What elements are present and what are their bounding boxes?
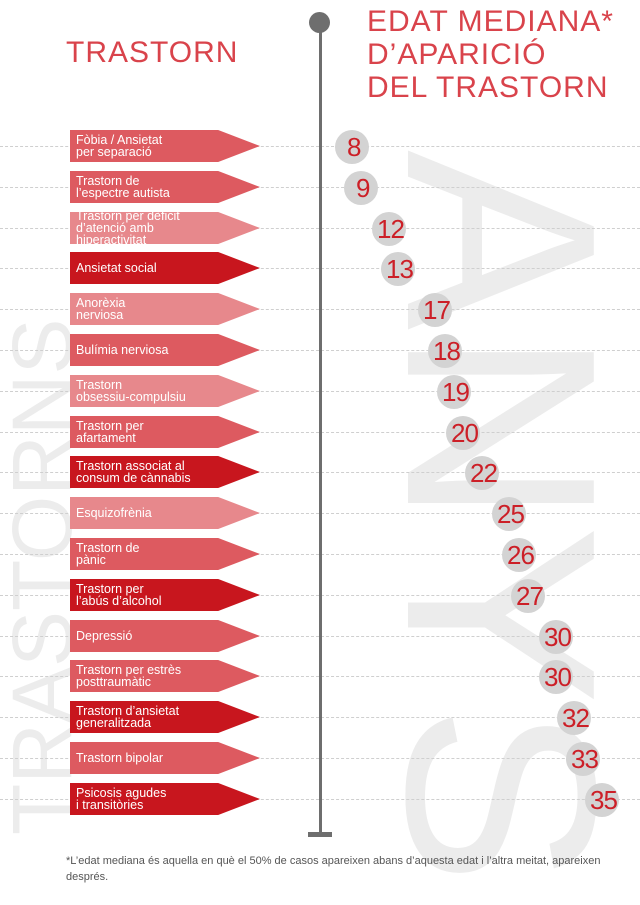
median-age-value: 35 [590, 785, 618, 815]
timeline-axis [319, 22, 322, 837]
disorder-label: Trastorn per l’abús d’alcohol [76, 582, 162, 608]
age-marker-circle [465, 456, 499, 490]
disorder-arrow: Trastorn per dèficit d’atenció amb hiper… [70, 212, 260, 244]
footnote: *L’edat mediana és aquella en què el 50%… [66, 855, 601, 883]
age-title-line-3: DEL TRASTORN [367, 71, 609, 104]
disorder-label: Trastorn obsessiu-compulsiu [76, 378, 186, 404]
disorder-arrow: Ansietat social [70, 252, 260, 284]
disorder-label: Esquizofrènia [76, 506, 152, 520]
age-marker-circle [428, 334, 462, 368]
median-age-value: 30 [544, 662, 572, 692]
disorder-label: Trastorn per estrès posttraumàtic [76, 663, 182, 689]
disorder-arrow: Trastorn per l’abús d’alcohol [70, 579, 260, 611]
age-column-title: EDAT MEDIANA* D’APARICIÓ DEL TRASTORN [367, 5, 614, 104]
disorder-label: Depressió [76, 629, 133, 643]
age-marker-circle [381, 252, 415, 286]
disorder-arrow: Trastorn de l’espectre autista [70, 171, 260, 203]
age-marker-circle [557, 701, 591, 735]
disorder-arrow: Trastorn bipolar [70, 742, 260, 774]
age-marker-circle [418, 293, 452, 327]
age-title-line-1: EDAT MEDIANA* [367, 5, 614, 38]
age-marker-circle [502, 538, 536, 572]
timeline-base [308, 832, 332, 837]
median-age-value: 19 [442, 377, 470, 407]
disorder-arrow: Trastorn obsessiu-compulsiu [70, 375, 260, 407]
median-age-value: 22 [470, 458, 498, 488]
disorder-arrow: Anorèxia nerviosa [70, 293, 260, 325]
age-marker-circle [344, 171, 378, 205]
age-marker-circle [539, 660, 573, 694]
age-marker-circle [585, 783, 619, 817]
disorder-label: Anorèxia nerviosa [76, 296, 126, 322]
disorder-arrow: Trastorn per estrès posttraumàtic [70, 660, 260, 692]
median-age-value: 27 [516, 581, 544, 611]
disorder-label: Trastorn de pànic [76, 541, 140, 567]
age-marker-circle [335, 130, 369, 164]
disorder-arrow: Bulímia nerviosa [70, 334, 260, 366]
disorder-arrow: Trastorn d’ansietat generalitzada [70, 701, 260, 733]
disorder-arrow: Trastorn associat al consum de cànnabis [70, 456, 260, 488]
disorder-label: Fòbia / Ansietat per separació [76, 133, 163, 159]
median-age-value: 9 [356, 173, 371, 203]
disorder-arrow: Trastorn de pànic [70, 538, 260, 570]
disorder-arrow: Depressió [70, 620, 260, 652]
median-age-value: 33 [571, 744, 599, 774]
median-age-value: 18 [433, 336, 461, 366]
median-age-value: 13 [386, 254, 414, 284]
median-age-value: 12 [377, 214, 405, 244]
disorder-label: Bulímia nerviosa [76, 343, 169, 357]
age-marker-circle [539, 620, 573, 654]
disorder-label: Ansietat social [76, 261, 157, 275]
disorder-label: Trastorn d’ansietat generalitzada [76, 704, 180, 730]
median-age-value: 20 [451, 418, 479, 448]
age-marker-circle [446, 416, 480, 450]
disorder-column-title: TRASTORN [66, 36, 239, 69]
disorder-arrow: Psicosis agudes i transitòries [70, 783, 260, 815]
age-marker-circle [511, 579, 545, 613]
disorder-label: Psicosis agudes i transitòries [76, 786, 167, 812]
median-age-value: 26 [507, 540, 535, 570]
disorder-arrow: Esquizofrènia [70, 497, 260, 529]
age-title-line-2: D’APARICIÓ [367, 38, 547, 71]
disorder-label: Trastorn per afartament [76, 419, 144, 445]
disorder-label: Trastorn associat al consum de cànnabis [76, 459, 191, 485]
median-age-value: 17 [423, 295, 451, 325]
disorder-label: Trastorn per dèficit d’atenció amb hiper… [76, 209, 180, 247]
median-age-value: 32 [562, 703, 590, 733]
disorder-label: Trastorn de l’espectre autista [76, 174, 170, 200]
age-marker-circle [437, 375, 471, 409]
median-age-value: 8 [347, 132, 362, 162]
age-marker-circle [492, 497, 526, 531]
age-marker-circle [372, 212, 406, 246]
median-age-value: 30 [544, 622, 572, 652]
age-marker-circle [566, 742, 600, 776]
timeline-top-knob [309, 12, 330, 33]
median-age-value: 25 [497, 499, 525, 529]
disorder-arrow: Trastorn per afartament [70, 416, 260, 448]
disorder-arrow: Fòbia / Ansietat per separació [70, 130, 260, 162]
disorder-label: Trastorn bipolar [76, 751, 164, 765]
